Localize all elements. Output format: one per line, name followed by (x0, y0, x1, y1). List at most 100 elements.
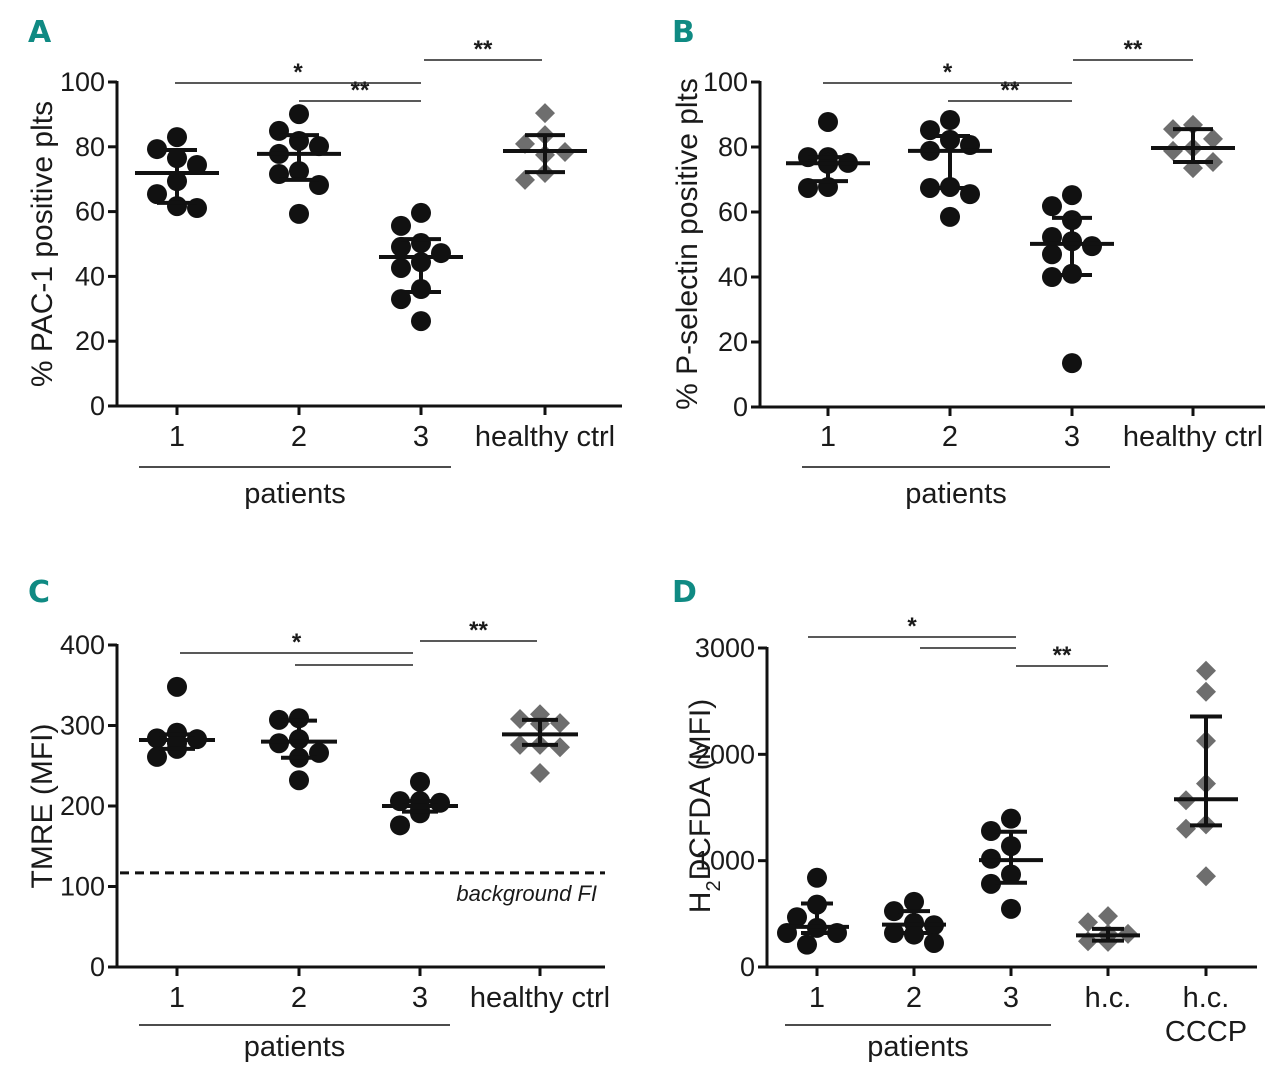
y-axis-title: TMRE (MFI) (26, 724, 59, 889)
data-point-circle (391, 215, 411, 236)
y-tick-label: 60 (718, 197, 748, 227)
data-point-circle (269, 709, 289, 730)
data-point-circle (1062, 353, 1082, 374)
data-point-diamond (535, 103, 555, 124)
x-tick-label: 1 (169, 421, 185, 453)
group-2 (908, 110, 992, 227)
patients-group-label: patients (905, 478, 1007, 510)
data-point-circle (1042, 196, 1062, 217)
data-point-circle (187, 154, 207, 175)
data-point-circle (981, 820, 1001, 841)
y-tick-label: 80 (75, 132, 105, 162)
data-point-diamond (530, 762, 550, 783)
y-tick-label: 100 (60, 872, 105, 902)
x-tick-label: 1 (169, 982, 185, 1014)
group-healthy-ctrl (1151, 114, 1235, 179)
group-3 (379, 202, 463, 332)
data-point-circle (289, 203, 309, 224)
data-point-circle (924, 932, 944, 953)
panel-letter: C (28, 575, 50, 610)
data-point-diamond (550, 713, 570, 734)
data-point-circle (797, 934, 817, 955)
y-tick-label: 20 (718, 327, 748, 357)
x-tick-label: h.c. (1085, 982, 1132, 1014)
significance-label: * (943, 59, 953, 86)
x-tick-label: healthy ctrl (470, 982, 610, 1014)
significance-label: ** (469, 617, 488, 644)
data-point-diamond (510, 709, 530, 730)
data-point-circle (167, 127, 187, 148)
data-point-circle (289, 104, 309, 125)
x-tick-label: CCCP (1165, 1016, 1247, 1048)
significance-label: ** (1053, 642, 1072, 669)
significance-label: * (292, 629, 302, 656)
y-tick-label: 40 (75, 261, 105, 291)
x-tick-label: 3 (413, 421, 429, 453)
data-point-circle (787, 907, 807, 928)
data-point-circle (431, 243, 451, 264)
panel-letter: D (672, 575, 697, 610)
x-tick-label: 1 (820, 421, 836, 453)
data-point-circle (1042, 244, 1062, 265)
group-3 (1030, 185, 1114, 374)
data-point-circle (940, 110, 960, 131)
y-axis-title-subscript: 2 (703, 880, 725, 891)
y-axis-title: H2DCFDA (MFI) (684, 699, 725, 913)
group-2 (261, 708, 337, 791)
data-point-circle (391, 289, 411, 310)
data-point-diamond (1098, 906, 1118, 927)
y-tick-label: 60 (75, 197, 105, 227)
y-axis-title: % P-selectin positive plts (671, 78, 704, 410)
data-point-circle (1062, 185, 1082, 206)
group-h-c- (1076, 906, 1140, 952)
significance-label: ** (351, 77, 370, 104)
background-reference-label: background FI (456, 881, 597, 906)
group-1 (786, 111, 870, 198)
data-point-circle (391, 236, 411, 257)
group-3 (979, 808, 1043, 919)
y-axis-title: % PAC-1 positive plts (26, 101, 59, 387)
data-point-circle (167, 676, 187, 697)
y-tick-label: 0 (90, 952, 105, 982)
group-2 (257, 104, 341, 224)
data-point-diamond (550, 737, 570, 758)
x-tick-label: 1 (809, 982, 825, 1014)
x-tick-label: 2 (291, 982, 307, 1014)
y-tick-label: 20 (75, 326, 105, 356)
y-tick-label: 100 (703, 67, 748, 97)
data-point-circle (411, 202, 431, 223)
x-tick-label: 2 (291, 421, 307, 453)
significance-label: * (907, 613, 917, 640)
panel-a: A 0 20 40 60 80 100% PAC-1 positive plts 1 2 3 hea… (26, 15, 622, 510)
data-point-circle (940, 206, 960, 227)
group-1 (139, 676, 215, 767)
data-point-circle (147, 746, 167, 767)
data-point-diamond (515, 169, 535, 190)
panel-letter: B (672, 15, 695, 50)
y-tick-label: 200 (60, 791, 105, 821)
significance-label: ** (474, 36, 493, 63)
data-point-diamond (1196, 660, 1216, 681)
y-tick-label: 3000 (695, 633, 755, 663)
patients-group-label: patients (867, 1031, 969, 1063)
x-tick-label: 3 (1064, 421, 1080, 453)
x-tick-label: 2 (942, 421, 958, 453)
y-tick-label: 1000 (695, 846, 755, 876)
x-tick-label: healthy ctrl (475, 421, 615, 453)
panel-letter: A (28, 15, 52, 50)
y-tick-label: 400 (60, 630, 105, 660)
data-point-circle (1082, 236, 1102, 257)
group-1 (777, 867, 849, 955)
data-point-diamond (1196, 681, 1216, 702)
data-point-circle (1001, 898, 1021, 919)
data-point-circle (807, 867, 827, 888)
data-point-circle (981, 873, 1001, 894)
group-1 (135, 127, 219, 219)
data-point-circle (884, 901, 904, 922)
y-tick-label: 0 (740, 952, 755, 982)
patients-group-label: patients (244, 1031, 346, 1063)
data-point-circle (390, 815, 410, 836)
significance-label: ** (1001, 77, 1020, 104)
data-point-circle (289, 770, 309, 791)
group-3 (382, 771, 458, 836)
